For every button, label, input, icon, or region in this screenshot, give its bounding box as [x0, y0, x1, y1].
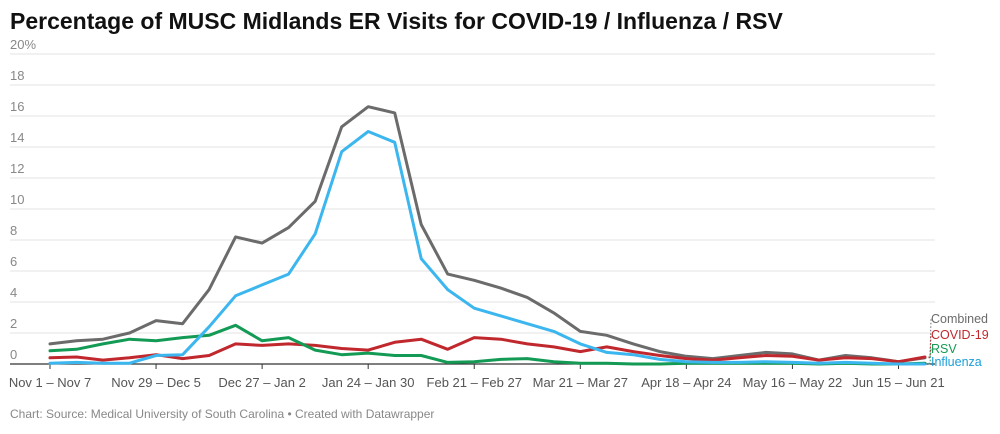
end-label-leader	[925, 361, 932, 365]
series-line-influenza	[48, 130, 927, 366]
y-tick-label: 14	[10, 130, 24, 145]
end-label-combined: Combined	[931, 312, 988, 326]
x-tick-label: Dec 27 – Jan 2	[218, 375, 305, 390]
x-tick-label: Nov 29 – Dec 5	[111, 375, 201, 390]
end-label-influenza: Influenza	[931, 355, 982, 369]
x-tick-label: Jun 15 – Jun 21	[852, 375, 945, 390]
x-tick-label: Mar 21 – Mar 27	[533, 375, 628, 390]
chart-source-footer: Chart: Source: Medical University of Sou…	[10, 407, 435, 421]
chart-title: Percentage of MUSC Midlands ER Visits fo…	[10, 8, 783, 34]
y-tick-label: 16	[10, 99, 24, 114]
y-tick-label: 2	[10, 316, 17, 331]
series-line-covid-19	[48, 336, 927, 364]
end-label-rsv: RSV	[931, 342, 957, 356]
y-tick-label: 4	[10, 285, 17, 300]
end-label-leader	[925, 348, 932, 364]
x-tick-label: May 16 – May 22	[743, 375, 843, 390]
y-tick-label: 6	[10, 254, 17, 269]
series-line-combined	[48, 105, 927, 364]
x-tick-label: Nov 1 – Nov 7	[9, 375, 91, 390]
y-tick-label: 12	[10, 161, 24, 176]
y-tick-label: 18	[10, 68, 24, 83]
end-label-covid-19: COVID-19	[931, 328, 989, 342]
y-tick-label: 10	[10, 192, 24, 207]
y-tick-label: 8	[10, 223, 17, 238]
x-tick-label: Jan 24 – Jan 30	[322, 375, 415, 390]
y-tick-label: 0	[10, 347, 17, 362]
x-tick-label: Apr 18 – Apr 24	[641, 375, 731, 390]
y-tick-label: 20%	[10, 37, 36, 52]
end-label-leader	[925, 318, 932, 359]
x-tick-label: Feb 21 – Feb 27	[427, 375, 522, 390]
